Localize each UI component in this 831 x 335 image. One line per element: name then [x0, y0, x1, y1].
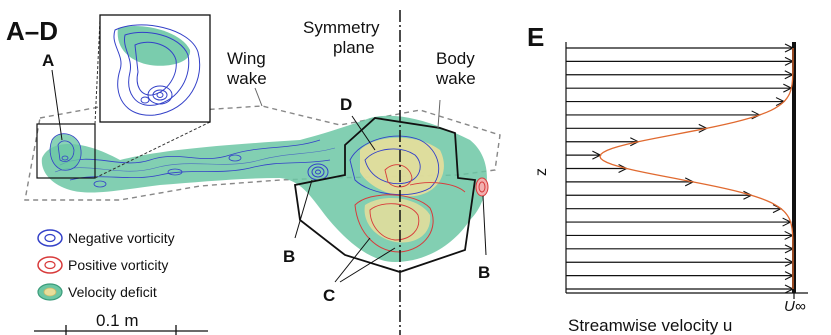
- legend-positive-label: Positive vorticity: [68, 257, 168, 273]
- scale-label: 0.1 m: [96, 311, 139, 330]
- detail-source-box: [36, 123, 96, 179]
- x-tick-uinf: U∞: [784, 298, 806, 315]
- symmetry-label-1: Symmetry: [303, 18, 380, 37]
- panel-title-ad: A–D: [6, 16, 58, 46]
- legend-negative-label: Negative vorticity: [68, 230, 175, 246]
- wing-wake-pointer: [254, 87, 263, 107]
- legend-positive-swatch: [37, 256, 63, 274]
- detail-source-contours: [49, 133, 82, 171]
- body-wake-pointer: [437, 99, 441, 129]
- legend: Negative vorticity Positive vorticity Ve…: [37, 229, 175, 301]
- velocity-profile-curve: [599, 48, 794, 289]
- pointer-b-right: [482, 195, 487, 256]
- symmetry-label-2: plane: [333, 38, 375, 57]
- marker-b-right: B: [478, 263, 490, 282]
- marker-b-left: B: [283, 247, 295, 266]
- body-wake-outline: [293, 117, 477, 273]
- legend-deficit-label: Velocity deficit: [68, 284, 157, 300]
- pointer-a: [51, 69, 63, 141]
- wing-wake-outline: [24, 104, 501, 201]
- scale-bar: 0.1 m: [34, 311, 208, 335]
- body-wake-label-2: wake: [435, 69, 476, 88]
- body-wake-label-1: Body: [436, 49, 475, 68]
- pointer-b-left: [294, 179, 313, 239]
- axis-z-label: z: [533, 168, 550, 176]
- wing-wake-label-2: wake: [226, 69, 267, 88]
- marker-c: C: [323, 286, 335, 305]
- marker-d: D: [340, 95, 352, 114]
- pointer-c-1: [334, 237, 371, 283]
- wake-deficit: [41, 115, 489, 262]
- velocity-profile: [565, 42, 808, 299]
- inset-contours: [113, 24, 201, 116]
- pointer-d: [351, 115, 376, 151]
- x-axis-label: Streamwise velocity u: [568, 316, 732, 335]
- zoom-line-2: [94, 121, 211, 179]
- panel-title-e: E: [527, 22, 544, 52]
- zoom-line-1: [94, 19, 101, 125]
- marker-a: A: [42, 51, 54, 70]
- pointer-c-2: [339, 247, 396, 283]
- wing-wake-label-1: Wing: [227, 49, 266, 68]
- legend-negative-swatch: [37, 229, 63, 247]
